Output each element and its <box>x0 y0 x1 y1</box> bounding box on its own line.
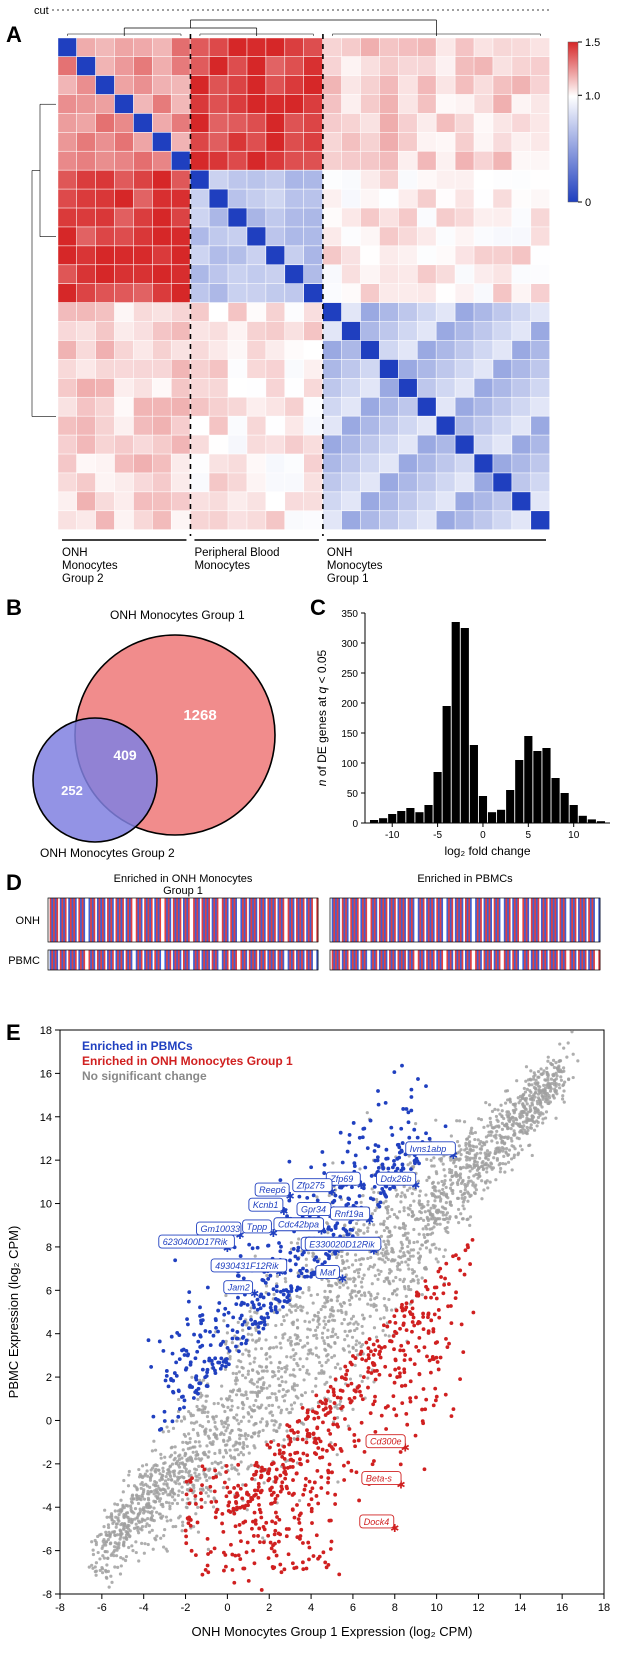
svg-text:Enriched in ONH Monocytes: Enriched in ONH Monocytes <box>114 873 253 885</box>
svg-text:ONH: ONH <box>327 547 353 559</box>
svg-text:1.5: 1.5 <box>585 37 600 49</box>
svg-text:2: 2 <box>46 1372 52 1384</box>
svg-text:PBMC Expression (log₂ CPM): PBMC Expression (log₂ CPM) <box>6 1226 21 1399</box>
svg-text:0: 0 <box>480 830 486 841</box>
svg-text:cut: cut <box>34 5 49 17</box>
svg-text:-4: -4 <box>42 1502 52 1514</box>
svg-text:50: 50 <box>347 789 359 800</box>
svg-text:Enriched in ONH Monocytes Grou: Enriched in ONH Monocytes Group 1 <box>82 1054 293 1068</box>
svg-text:-8: -8 <box>42 1589 52 1601</box>
panel-c-histogram: 0 50 100 150 200 250 300 350 -10 -5 0 5 10 n of DE ge… <box>310 595 624 870</box>
svg-text:log₂ fold change: log₂ fold change <box>444 844 530 858</box>
svg-text:-10: -10 <box>385 830 400 841</box>
svg-text:4: 4 <box>308 1602 314 1614</box>
svg-text:200: 200 <box>341 699 358 710</box>
svg-text:-5: -5 <box>433 830 442 841</box>
svg-text:ONH: ONH <box>62 547 88 559</box>
svg-text:ONH: ONH <box>16 915 41 927</box>
svg-text:Enriched in PBMCs: Enriched in PBMCs <box>417 873 513 885</box>
svg-text:252: 252 <box>61 783 83 798</box>
svg-text:18: 18 <box>598 1602 610 1614</box>
svg-text:Group 1: Group 1 <box>327 573 369 585</box>
svg-text:6: 6 <box>350 1602 356 1614</box>
svg-text:0: 0 <box>585 197 591 209</box>
svg-text:10: 10 <box>568 830 580 841</box>
svg-text:-2: -2 <box>181 1602 191 1614</box>
svg-text:10: 10 <box>430 1602 442 1614</box>
svg-text:Monocytes: Monocytes <box>327 560 383 572</box>
svg-text:12: 12 <box>40 1155 52 1167</box>
svg-text:ONH Monocytes Group 2: ONH Monocytes Group 2 <box>40 846 175 860</box>
svg-text:-4: -4 <box>139 1602 149 1614</box>
svg-text:14: 14 <box>514 1602 526 1614</box>
panel-a-heatmap: cut01.01.5ONHMonocytesGroup 2Peripheral … <box>0 0 624 590</box>
svg-text:-6: -6 <box>97 1602 107 1614</box>
svg-text:2: 2 <box>266 1602 272 1614</box>
svg-text:0: 0 <box>352 819 358 830</box>
svg-text:16: 16 <box>556 1602 568 1614</box>
svg-text:5: 5 <box>526 830 532 841</box>
svg-text:300: 300 <box>341 639 358 650</box>
svg-text:350: 350 <box>341 609 358 620</box>
panel-d-mini-heatmaps: Enriched in ONH MonocytesGroup 1 Enriched… <box>0 870 624 1020</box>
svg-text:1268: 1268 <box>183 707 216 724</box>
svg-text:6: 6 <box>46 1285 52 1297</box>
svg-text:8: 8 <box>392 1602 398 1614</box>
svg-text:Group 1: Group 1 <box>163 885 203 897</box>
svg-text:10: 10 <box>40 1199 52 1211</box>
svg-text:ONH Monocytes Group 1: ONH Monocytes Group 1 <box>110 608 245 622</box>
svg-text:12: 12 <box>472 1602 484 1614</box>
svg-text:4: 4 <box>46 1329 52 1341</box>
svg-text:Group 2: Group 2 <box>62 573 104 585</box>
svg-text:-6: -6 <box>42 1546 52 1558</box>
svg-text:No significant change: No significant change <box>82 1069 207 1083</box>
svg-text:18: 18 <box>40 1025 52 1037</box>
svg-text:16: 16 <box>40 1068 52 1080</box>
svg-text:PBMC: PBMC <box>8 955 40 967</box>
svg-text:Enriched in PBMCs: Enriched in PBMCs <box>82 1039 193 1053</box>
svg-text:250: 250 <box>341 669 358 680</box>
svg-text:Monocytes: Monocytes <box>62 560 118 572</box>
panel-e-scatter: -8 -6 -4 -2 0 2 4 6 8 10 12 14 16 18 -8 -6 -4 -2 0 2 4 6 8 10 12… <box>0 1020 624 1654</box>
svg-text:Monocytes: Monocytes <box>194 560 250 572</box>
svg-text:14: 14 <box>40 1112 52 1124</box>
svg-text:0: 0 <box>46 1415 52 1427</box>
svg-text:0: 0 <box>224 1602 230 1614</box>
panel-b-venn: ONH Monocytes Group 1 1268 409 252 ONH Monoc… <box>0 595 310 870</box>
svg-text:409: 409 <box>113 747 137 763</box>
figure-container: A cut01.01.5ONHMonocytesGroup 2Periphera… <box>0 0 624 1654</box>
svg-text:n of DE genes at q < 0.05: n of DE genes at q < 0.05 <box>315 649 329 786</box>
svg-text:-8: -8 <box>55 1602 65 1614</box>
svg-text:-2: -2 <box>42 1459 52 1471</box>
svg-text:Peripheral Blood: Peripheral Blood <box>194 547 279 559</box>
svg-text:1.0: 1.0 <box>585 90 600 102</box>
svg-text:ONH Monocytes Group 1 Expressi: ONH Monocytes Group 1 Expression (log₂ C… <box>191 1624 472 1639</box>
svg-text:100: 100 <box>341 759 358 770</box>
svg-text:8: 8 <box>46 1242 52 1254</box>
svg-text:150: 150 <box>341 729 358 740</box>
